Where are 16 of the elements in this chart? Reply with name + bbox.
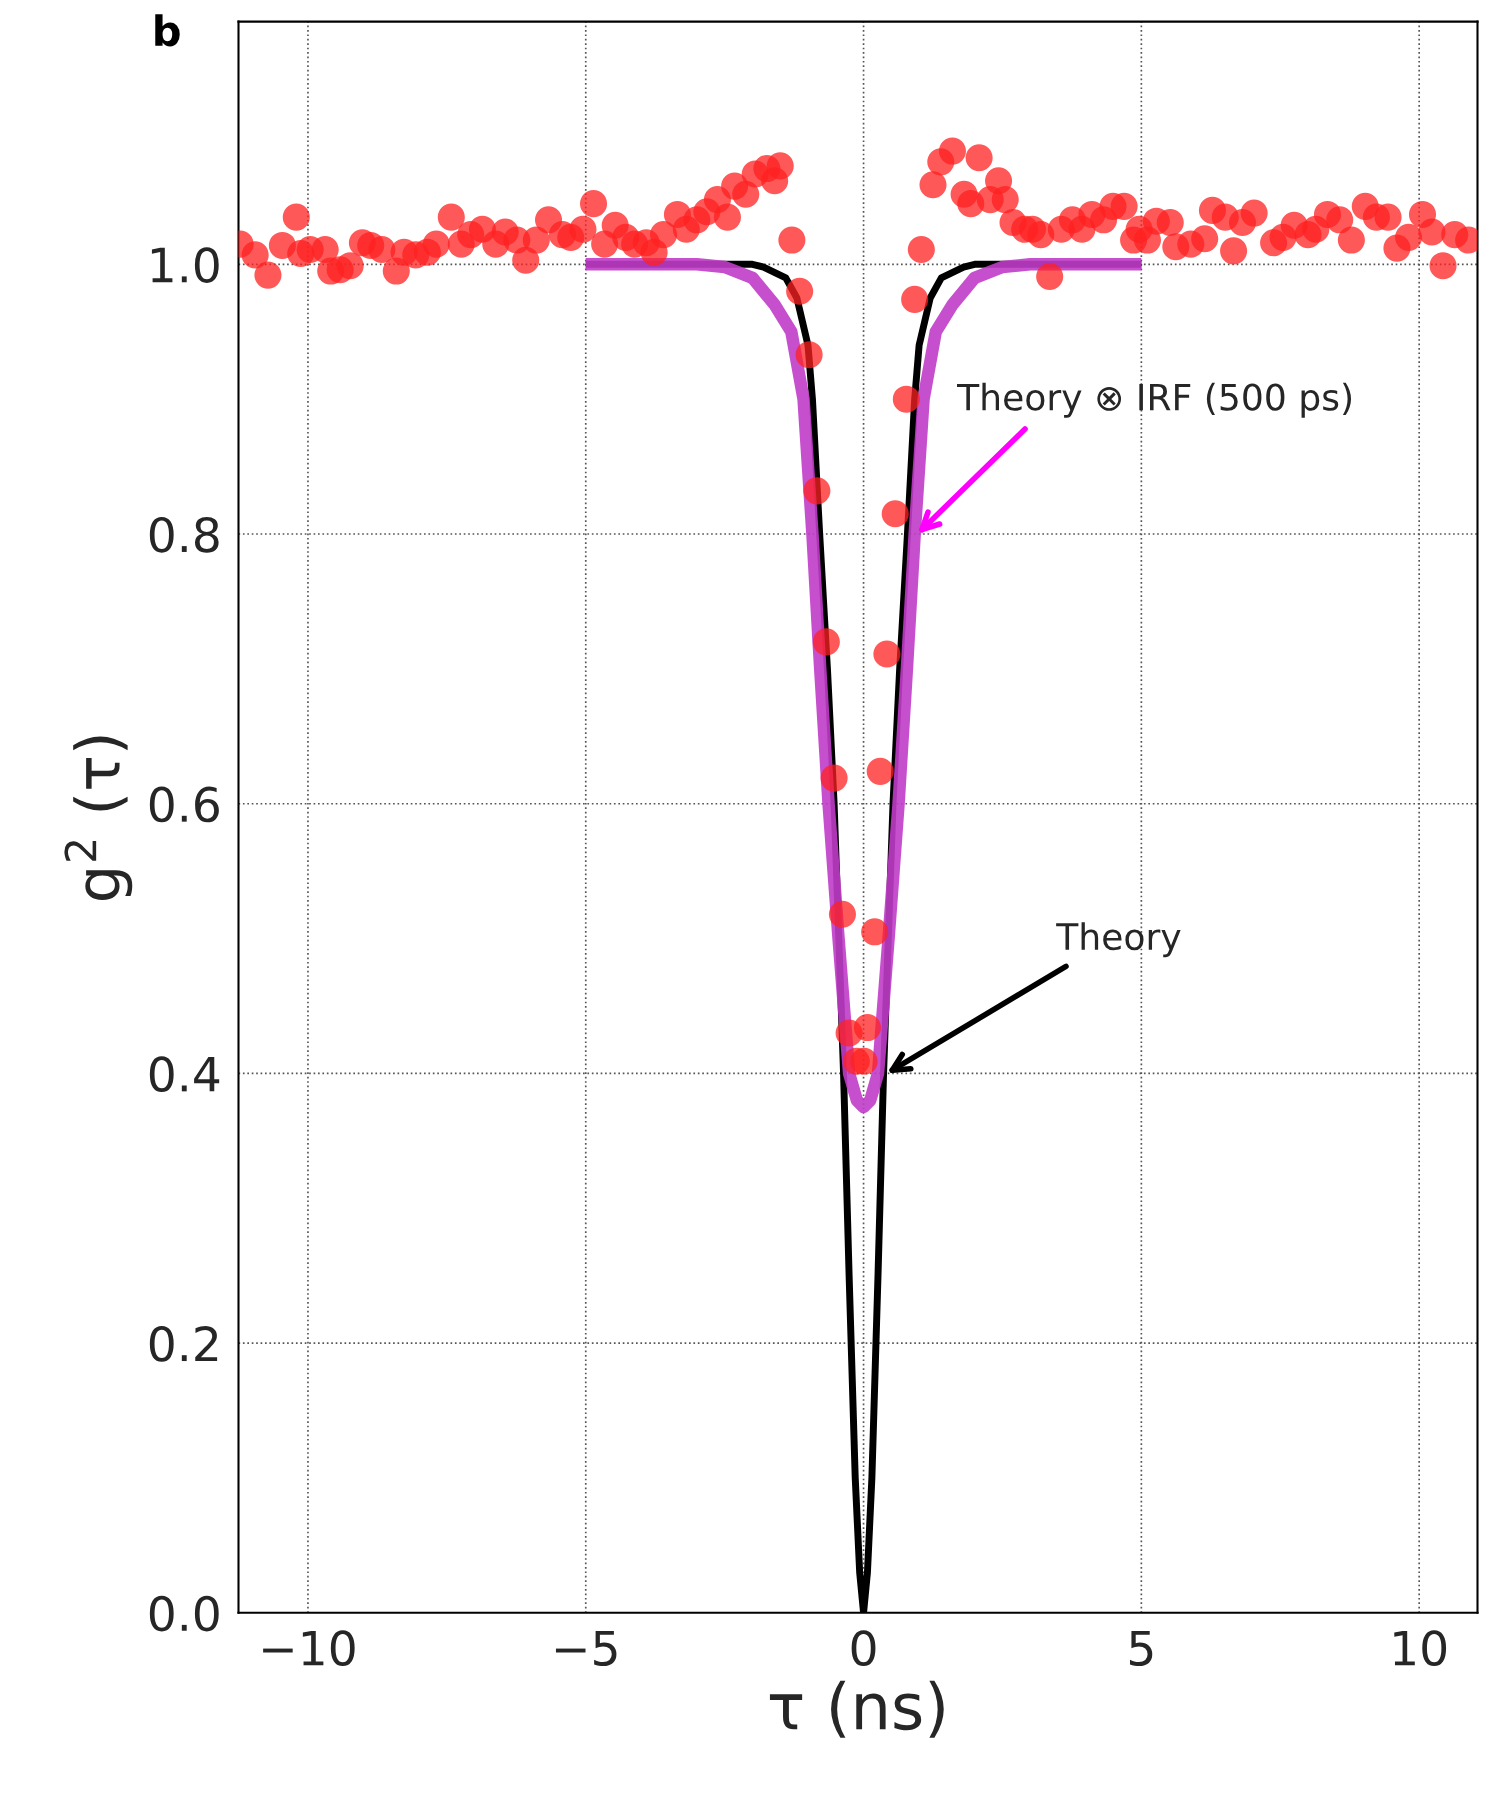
y-tick-label: 0.4 xyxy=(149,1056,220,1093)
x-tick-label: −5 xyxy=(555,1630,617,1667)
y-tick-label: 1.0 xyxy=(151,247,219,283)
y-tick-label: 0.2 xyxy=(149,1326,218,1362)
x-tick-label: 10 xyxy=(1394,1630,1447,1667)
y-tick-label: 0.0 xyxy=(149,1595,219,1632)
y-axis-title: g$^{2}$ (τ) xyxy=(64,736,133,900)
y-tick-label: 0.8 xyxy=(149,516,219,553)
text: b xyxy=(155,14,180,47)
x-tick-label: −10 xyxy=(263,1630,355,1667)
x-axis-title: τ (ns) xyxy=(769,1680,944,1738)
annotation: Theory xyxy=(1056,922,1181,958)
annotation: Theory ⊗ IRF (500 ps) xyxy=(957,382,1352,418)
y-tick-label: 0.6 xyxy=(149,786,219,823)
x-tick-label: 5 xyxy=(1129,1630,1153,1667)
x-tick-label: 0 xyxy=(851,1630,876,1667)
